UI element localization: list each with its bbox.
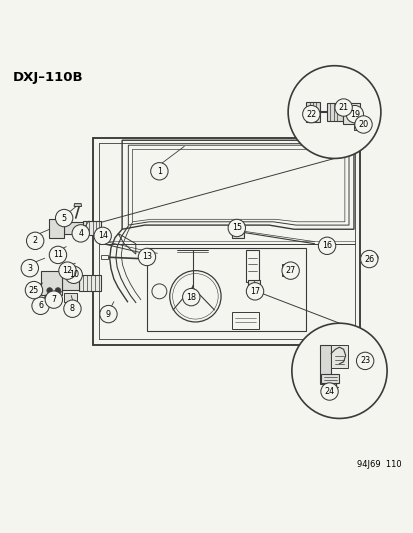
Text: 6: 6 [38, 301, 43, 310]
Polygon shape [93, 138, 359, 345]
Text: 4: 4 [78, 229, 83, 238]
Circle shape [318, 237, 335, 254]
Text: DXJ–110B: DXJ–110B [12, 71, 83, 84]
Circle shape [94, 227, 111, 245]
Polygon shape [64, 293, 76, 302]
Text: 1: 1 [157, 167, 161, 176]
Polygon shape [353, 123, 361, 130]
Polygon shape [319, 345, 330, 384]
Text: 26: 26 [363, 255, 373, 263]
Circle shape [138, 248, 155, 265]
Polygon shape [326, 103, 342, 121]
Circle shape [32, 297, 49, 314]
Polygon shape [83, 221, 101, 236]
Circle shape [320, 383, 337, 400]
Polygon shape [49, 219, 64, 238]
Polygon shape [62, 276, 78, 290]
Polygon shape [247, 280, 259, 290]
Text: 2: 2 [33, 236, 38, 245]
Circle shape [59, 262, 76, 279]
Circle shape [65, 266, 82, 284]
Text: 25: 25 [29, 286, 39, 295]
Circle shape [291, 323, 386, 418]
Text: 17: 17 [249, 287, 259, 296]
Circle shape [182, 288, 199, 306]
Circle shape [21, 260, 38, 277]
Text: 18: 18 [186, 293, 196, 302]
Circle shape [100, 305, 117, 323]
Circle shape [356, 352, 373, 369]
Circle shape [55, 209, 73, 227]
Text: 19: 19 [349, 110, 359, 119]
Circle shape [47, 288, 52, 293]
Circle shape [64, 300, 81, 318]
Circle shape [345, 106, 363, 123]
Circle shape [228, 219, 245, 237]
Polygon shape [74, 204, 81, 206]
Text: 20: 20 [358, 120, 368, 129]
Polygon shape [101, 255, 107, 259]
Text: 94J69  110: 94J69 110 [356, 459, 401, 469]
Text: 11: 11 [53, 251, 63, 260]
Circle shape [55, 288, 61, 293]
Text: 7: 7 [51, 295, 56, 304]
Ellipse shape [361, 253, 377, 262]
Text: 22: 22 [306, 110, 316, 119]
Text: 9: 9 [106, 310, 111, 319]
Circle shape [354, 116, 371, 133]
Circle shape [150, 163, 168, 180]
Circle shape [334, 99, 351, 116]
Text: 16: 16 [321, 241, 331, 251]
Text: 15: 15 [231, 223, 241, 232]
Polygon shape [231, 225, 244, 238]
Circle shape [287, 66, 380, 158]
Polygon shape [306, 102, 319, 123]
Text: 13: 13 [142, 253, 152, 262]
Polygon shape [41, 271, 62, 295]
Text: 12: 12 [62, 266, 72, 275]
Polygon shape [320, 374, 339, 383]
Text: 10: 10 [69, 270, 78, 279]
Circle shape [302, 106, 319, 123]
Circle shape [360, 251, 377, 268]
Text: 5: 5 [62, 214, 66, 223]
Circle shape [45, 291, 62, 308]
Circle shape [25, 281, 43, 299]
Text: 8: 8 [70, 304, 75, 313]
Circle shape [281, 262, 299, 279]
Polygon shape [78, 275, 101, 292]
Text: 24: 24 [324, 387, 334, 396]
Text: 3: 3 [27, 264, 32, 273]
Polygon shape [281, 264, 293, 276]
Circle shape [26, 232, 44, 249]
Text: 14: 14 [97, 231, 107, 240]
Text: 27: 27 [285, 266, 295, 275]
Circle shape [72, 225, 89, 242]
Circle shape [49, 246, 66, 264]
Polygon shape [342, 103, 359, 124]
Text: 23: 23 [359, 357, 369, 366]
Circle shape [246, 282, 263, 300]
Polygon shape [330, 345, 347, 368]
Text: 21: 21 [338, 103, 348, 112]
Polygon shape [64, 222, 83, 234]
